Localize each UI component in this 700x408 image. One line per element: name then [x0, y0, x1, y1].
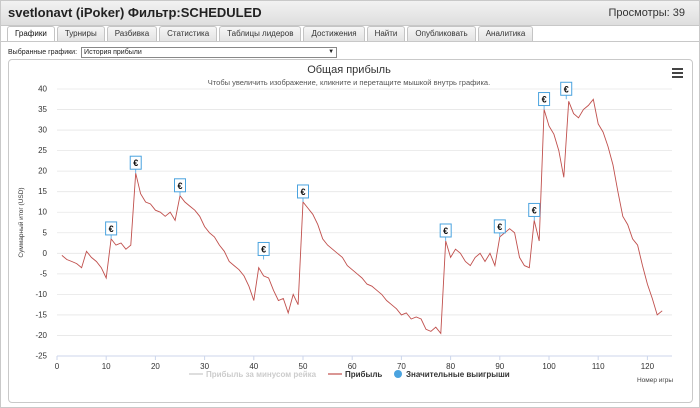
y-tick-label: 30 [38, 126, 47, 135]
y-tick-label: 25 [38, 146, 47, 155]
graph-select-value: История прибыли [84, 49, 142, 56]
big-win-marker: € [528, 202, 541, 221]
big-win-marker: € [560, 81, 573, 100]
marker-box [560, 81, 573, 96]
grid [57, 88, 672, 357]
legend-label: Прибыль [345, 370, 382, 379]
euro-icon: € [109, 224, 114, 234]
y-axis-label: Суммарный итог (USD) [17, 187, 25, 257]
euro-icon: € [532, 205, 537, 215]
x-tick-label: 20 [151, 362, 160, 371]
big-win-marker: € [105, 221, 118, 239]
y-tick-label: -10 [35, 290, 47, 299]
x-tick-label: 80 [446, 362, 455, 371]
legend[interactable]: Прибыль за минусом рейка Прибыль Значитель… [189, 370, 510, 379]
x-tick-label: 30 [200, 362, 209, 371]
legend-item-rake: Прибыль за минусом рейка [189, 370, 317, 379]
x-tick-label: 40 [249, 362, 258, 371]
big-win-marker: € [493, 219, 506, 237]
x-tick-label: 10 [102, 362, 111, 371]
chart-title: Общая прибыль [307, 64, 391, 76]
x-tick-label: 120 [641, 362, 655, 371]
y-tick-label: 10 [38, 208, 47, 217]
euro-icon: € [133, 158, 138, 168]
x-axis: 0 10 20 30 40 50 60 70 80 90 100 110 120 [55, 355, 672, 371]
x-tick-label: 110 [592, 362, 605, 371]
euro-icon: € [261, 244, 266, 254]
chart-subtitle: Чтобы увеличить изображение, кликните и … [208, 78, 490, 87]
x-tick-label: 60 [348, 362, 357, 371]
tab-statistics[interactable]: Статистика [159, 26, 218, 41]
y-tick-label: 5 [43, 228, 48, 237]
y-tick-label: -5 [40, 269, 48, 278]
euro-icon: € [542, 95, 547, 105]
euro-icon: € [564, 84, 569, 94]
hamburger-menu-icon[interactable] [672, 68, 683, 80]
big-win-marker: € [257, 241, 270, 260]
tab-analytics[interactable]: Аналитика [477, 26, 534, 41]
legend-item-profit: Прибыль [328, 370, 382, 379]
graph-selector-label: Выбранные графики: [8, 49, 78, 56]
big-win-marker: € [174, 178, 186, 196]
profit-series [61, 98, 663, 335]
tab-breakdown[interactable]: Разбивка [106, 26, 158, 41]
euro-icon: € [443, 226, 448, 236]
big-win-marker: € [129, 155, 142, 174]
legend-label: Прибыль за минусом рейка [206, 370, 317, 379]
tab-divider [1, 41, 699, 42]
tab-achievements[interactable]: Достижения [303, 26, 365, 41]
tab-bar: Графики Турниры Разбивка Статистика Табл… [7, 26, 534, 42]
profit-chart[interactable]: Общая прибыль Чтобы увеличить изображени… [9, 60, 692, 402]
tab-leaderboards[interactable]: Таблицы лидеров [219, 26, 302, 41]
y-tick-label: 0 [43, 249, 48, 258]
y-tick-label: 40 [38, 85, 47, 94]
euro-icon: € [497, 222, 502, 232]
y-tick-label: 15 [38, 187, 47, 196]
legend-label: Значительные выигрыши [406, 370, 510, 379]
x-tick-label: 90 [495, 362, 504, 371]
y-axis: 40 35 30 25 20 15 10 5 0 -5 -10 -15 -20 -25 [35, 85, 47, 361]
tab-find[interactable]: Найти [366, 26, 406, 41]
y-tick-label: -20 [35, 331, 47, 340]
y-tick-label: -25 [35, 352, 47, 361]
big-win-marker: € [538, 92, 551, 110]
legend-item-big-wins: Значительные выигрыши [394, 370, 510, 379]
tab-publish[interactable]: Опубликовать [407, 26, 476, 41]
euro-icon: € [177, 181, 182, 191]
x-tick-label: 50 [299, 362, 308, 371]
chart-panel[interactable]: Общая прибыль Чтобы увеличить изображени… [8, 59, 693, 403]
x-tick-label: 0 [55, 362, 60, 371]
x-tick-label: 70 [397, 362, 406, 371]
big-win-marker: € [297, 184, 309, 202]
tab-tournaments[interactable]: Турниры [56, 26, 105, 41]
euro-icon: € [300, 187, 305, 197]
x-axis-label: Номер игры [637, 377, 673, 384]
legend-swatch [394, 370, 402, 378]
x-tick-label: 100 [542, 362, 556, 371]
y-tick-label: -15 [35, 310, 47, 319]
big-wins-markers: € € € € € € € € € € [105, 81, 573, 260]
title-bar: svetlonavt (iPoker) Фильтр:SCHEDULED Про… [1, 1, 699, 26]
window-title: svetlonavt (iPoker) Фильтр:SCHEDULED [8, 5, 262, 20]
views-counter: Просмотры: 39 [608, 7, 686, 19]
big-win-marker: € [439, 223, 452, 241]
chevron-down-icon: ▼ [328, 49, 335, 55]
y-tick-label: 35 [38, 105, 47, 114]
profit-line [61, 98, 663, 335]
tab-graphs[interactable]: Графики [7, 26, 55, 42]
graph-select[interactable]: История прибыли ▼ [81, 47, 338, 58]
graph-selector-row: Выбранные графики: История прибыли ▼ [8, 47, 338, 58]
y-tick-label: 20 [38, 167, 47, 176]
